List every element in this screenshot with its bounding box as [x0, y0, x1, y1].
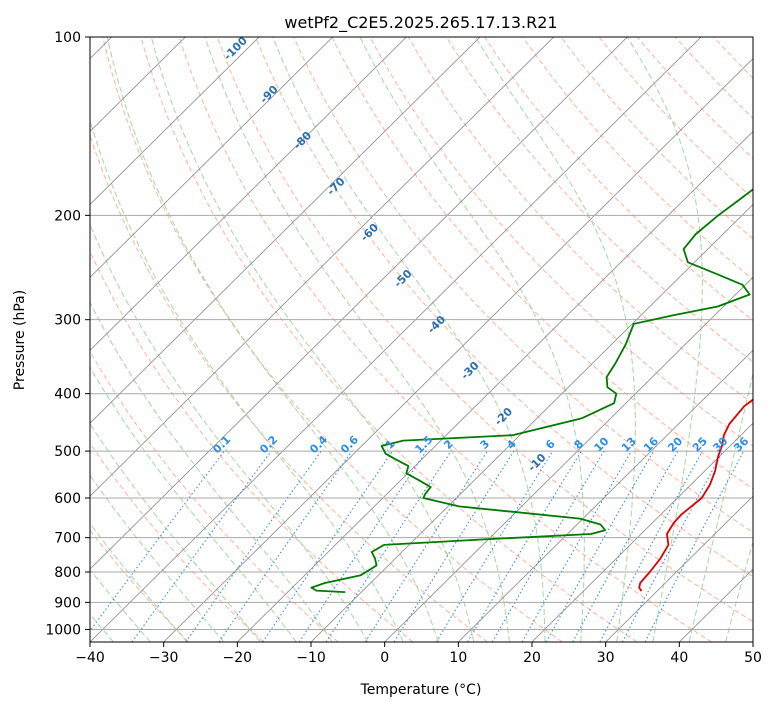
isotherm-line [531, 422, 753, 642]
dry-adiabat-line [90, 134, 488, 642]
mixing-ratio-line [599, 450, 703, 642]
y-tick-label: 300 [54, 313, 81, 329]
temperature-line [638, 398, 753, 592]
x-tick-label: 40 [670, 650, 688, 666]
axes-layer: −40 −30 −20 −10 0 10 20 30 40 50 100 200 300 400 500 60… [45, 30, 762, 666]
dry-adiabat-line [102, 37, 563, 642]
moist-adiabat-line [272, 37, 546, 642]
y-tick-label: 400 [54, 387, 81, 403]
mixing-ratio-line [545, 450, 654, 642]
mixing-ratio-line [572, 450, 679, 642]
moist-adiabat-line [90, 568, 151, 642]
y-tick-label: 100 [54, 30, 81, 46]
dry-adiabat-line [484, 37, 753, 322]
plot-background [90, 37, 753, 642]
dry-adiabat-line [140, 37, 638, 642]
mixing-ratio-line [262, 450, 394, 642]
y-tick-label: 200 [54, 208, 81, 224]
dry-adiabat-line [90, 529, 190, 642]
series-layer [310, 188, 753, 593]
dry-adiabat-line [216, 37, 753, 623]
moist-adiabat-line [90, 522, 188, 642]
y-tick-label: 500 [54, 444, 81, 460]
moist-adiabat-line [90, 366, 297, 642]
y-tick-label: 600 [54, 491, 81, 507]
moist-adiabat-line [90, 119, 404, 642]
mixing-ratio-line [435, 450, 554, 642]
moist-adiabat-line [90, 474, 225, 642]
dry-adiabat-line [369, 37, 753, 447]
dry-adiabat-line [178, 37, 712, 642]
moist-adiabat-line [359, 37, 585, 642]
moist-adiabat-line [90, 422, 261, 642]
x-tick-label: −10 [296, 650, 326, 666]
chart-title: wetPf2_C2E5.2025.265.17.13.R21 [284, 13, 557, 33]
x-tick-label: 30 [597, 650, 615, 666]
x-tick-label: 50 [744, 650, 762, 666]
dry-adiabat-line [407, 37, 753, 405]
moist-adiabat-line [106, 37, 439, 642]
y-tick-label: 900 [54, 595, 81, 611]
isotherm-line [90, 37, 702, 642]
dry-adiabat-line [90, 250, 414, 642]
moist-adiabat-line [475, 37, 636, 642]
isotherm-line [163, 57, 753, 642]
isotherm-line [90, 37, 554, 497]
x-tick-label: −30 [149, 650, 179, 666]
moist-adiabat-line [204, 37, 510, 642]
isotherm-line [90, 37, 481, 424]
isotherm-line [90, 37, 407, 351]
isotherm-line [90, 37, 628, 570]
moist-adiabat-line [90, 223, 369, 642]
dry-adiabat-line [751, 37, 753, 39]
x-tick-label: 0 [380, 650, 389, 666]
x-tick-label: −20 [223, 650, 253, 666]
x-tick-label: −40 [75, 650, 105, 666]
isotherm-line [458, 349, 753, 642]
moist-adiabat-line [150, 37, 475, 642]
isotherm-line [237, 130, 753, 642]
y-tick-label: 700 [54, 531, 81, 547]
x-tick-label: 10 [449, 650, 467, 666]
x-axis-label: Temperature (°C) [360, 682, 482, 698]
plot-frame [89, 36, 754, 643]
mixing-ratio-line [90, 450, 225, 632]
x-tick-label: 20 [523, 650, 541, 666]
isotherm-line [752, 641, 753, 642]
mixing-ratio-line [185, 450, 322, 642]
dry-adiabat-line [255, 37, 753, 578]
moist-adiabat-line [762, 37, 775, 642]
isotherm-line [310, 203, 753, 642]
dry-adiabat-line [90, 442, 264, 642]
dry-adiabat-line [331, 37, 753, 490]
isotherm-line [605, 495, 753, 642]
mixing-ratio-line [131, 450, 272, 642]
mixing-ratio-line [218, 450, 353, 642]
dry-adiabat-line [90, 350, 339, 642]
mixing-ratio-line [298, 450, 427, 642]
isotherm-line [384, 276, 753, 642]
y-tick-label: 800 [54, 565, 81, 581]
y-axis-label: Pressure (hPa) [12, 290, 28, 390]
isotherm-line [90, 37, 333, 278]
isotherm-line [90, 37, 260, 205]
mixing-ratio-line [364, 450, 488, 642]
y-tick-label: 1000 [45, 622, 81, 638]
moist-adiabat-line [626, 37, 703, 642]
dewpoint-line [310, 188, 753, 593]
grid-layer [90, 37, 775, 642]
